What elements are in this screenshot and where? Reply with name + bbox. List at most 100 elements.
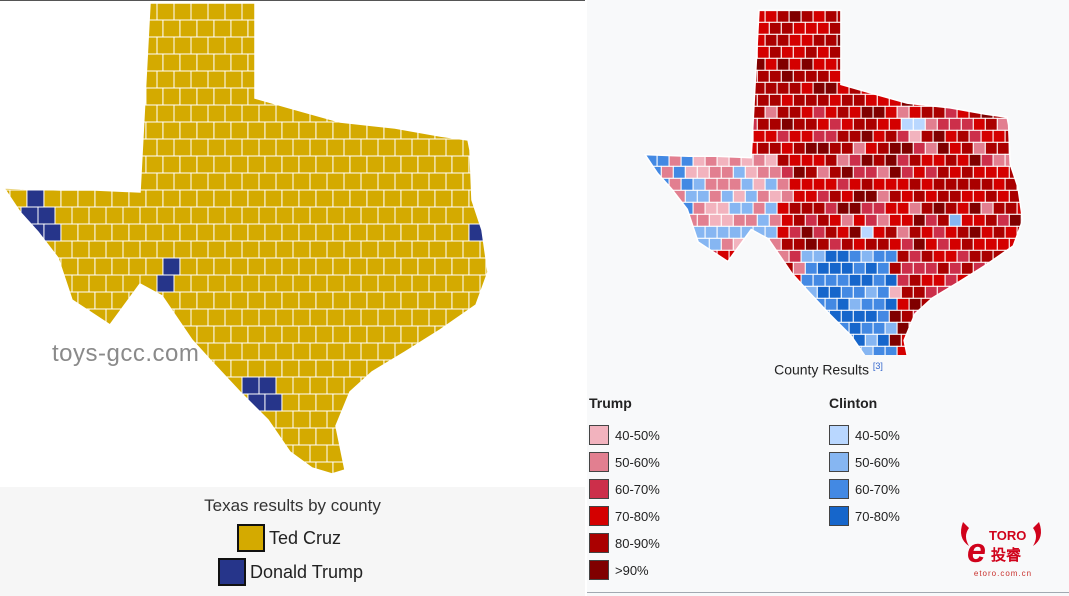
county (54, 274, 73, 293)
county (4, 3, 5, 21)
county (776, 153, 790, 167)
county (752, 129, 766, 143)
county (281, 19, 300, 38)
county (1008, 141, 1022, 155)
county (9, 155, 28, 174)
county (1020, 261, 1023, 275)
county (720, 237, 734, 251)
county (780, 117, 794, 131)
caption-reference-link[interactable]: [3] (872, 361, 883, 371)
county (704, 57, 718, 71)
county (94, 223, 113, 242)
legend-label: >90% (615, 562, 649, 578)
county (948, 189, 962, 203)
county (848, 129, 862, 143)
county (145, 427, 164, 446)
county (349, 393, 368, 412)
county (660, 21, 674, 35)
county (264, 87, 283, 106)
county (920, 177, 934, 191)
county (247, 121, 266, 140)
county (728, 297, 742, 311)
county (680, 273, 694, 287)
county (241, 36, 260, 55)
county (860, 105, 874, 119)
county (824, 321, 838, 335)
county (884, 177, 898, 191)
county (122, 444, 141, 463)
county (417, 87, 436, 106)
county (1004, 345, 1018, 355)
county (728, 57, 742, 71)
county (972, 189, 986, 203)
county (88, 70, 107, 89)
county (696, 141, 710, 155)
county (828, 117, 842, 131)
county (660, 45, 674, 59)
county (213, 223, 232, 242)
county (780, 309, 794, 323)
county (716, 273, 730, 287)
county (88, 444, 107, 463)
county (162, 223, 181, 242)
county (984, 309, 998, 323)
county (824, 273, 838, 287)
county (860, 201, 874, 215)
county (768, 93, 782, 107)
legend-label: 70-80% (855, 508, 900, 524)
county (932, 273, 946, 287)
county (645, 189, 650, 203)
county (417, 461, 436, 474)
county (241, 3, 260, 21)
county (668, 249, 682, 263)
county (196, 359, 215, 378)
county (804, 309, 818, 323)
county (281, 461, 300, 474)
county (54, 376, 73, 395)
county (896, 129, 910, 143)
county (4, 223, 11, 242)
county (71, 410, 90, 429)
county (992, 57, 1006, 71)
county (944, 225, 958, 239)
county (645, 321, 646, 335)
county (417, 291, 436, 310)
county (776, 57, 790, 71)
county (716, 225, 730, 239)
county (872, 105, 886, 119)
county (672, 189, 686, 203)
county (992, 177, 1006, 191)
county (105, 3, 124, 21)
county (196, 155, 215, 174)
county (445, 240, 464, 259)
county (94, 189, 113, 208)
county (948, 45, 962, 59)
county (672, 21, 686, 35)
county (264, 257, 283, 276)
county (275, 342, 294, 361)
county (896, 249, 910, 263)
county (485, 223, 488, 242)
county (26, 461, 45, 474)
county (230, 155, 249, 174)
county (645, 105, 646, 119)
county (660, 285, 674, 299)
county (43, 291, 62, 310)
county (122, 172, 141, 191)
county (139, 172, 158, 191)
county (992, 345, 1006, 355)
county (37, 36, 56, 55)
county (298, 291, 317, 310)
county (944, 153, 958, 167)
county (732, 45, 746, 59)
county (349, 223, 368, 242)
county (884, 33, 898, 47)
county (924, 165, 938, 179)
county (984, 237, 998, 251)
county (800, 201, 814, 215)
county (912, 69, 926, 83)
county (824, 10, 838, 23)
county (896, 297, 910, 311)
county (128, 53, 147, 72)
county (428, 410, 447, 429)
